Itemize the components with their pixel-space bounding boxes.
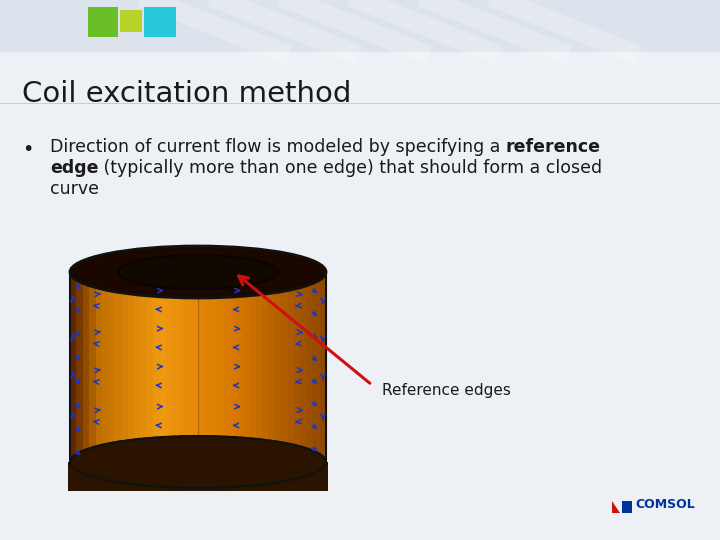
Text: Direction of current flow is modeled by specifying a: Direction of current flow is modeled by … <box>50 138 506 156</box>
Ellipse shape <box>70 436 326 488</box>
Text: •: • <box>22 140 33 159</box>
Bar <box>211 272 218 462</box>
Bar <box>120 10 142 32</box>
Bar <box>230 272 238 462</box>
Bar <box>282 272 289 462</box>
Bar <box>76 272 84 462</box>
Text: Coil excitation method: Coil excitation method <box>22 80 351 108</box>
Text: COMSOL: COMSOL <box>635 498 695 511</box>
Bar <box>622 501 632 513</box>
Bar <box>256 272 263 462</box>
Bar <box>217 272 225 462</box>
Polygon shape <box>612 501 620 513</box>
Bar <box>275 272 282 462</box>
Bar <box>144 7 176 37</box>
Bar <box>287 272 295 462</box>
Bar <box>185 272 193 462</box>
Text: edge: edge <box>50 159 99 177</box>
Bar <box>269 272 276 462</box>
Bar <box>172 272 180 462</box>
Bar <box>102 272 109 462</box>
Bar <box>320 272 327 462</box>
Bar <box>249 272 256 462</box>
Bar <box>243 272 251 462</box>
Bar <box>192 272 199 462</box>
Text: (typically more than one edge) that should form a closed: (typically more than one edge) that shou… <box>99 159 603 177</box>
Bar <box>179 272 186 462</box>
Bar <box>114 272 122 462</box>
Bar <box>166 272 174 462</box>
Text: reference: reference <box>506 138 601 156</box>
Ellipse shape <box>70 246 326 298</box>
Bar <box>204 272 212 462</box>
Bar <box>236 272 244 462</box>
Ellipse shape <box>118 255 278 289</box>
Bar <box>300 272 307 462</box>
Bar <box>224 272 231 462</box>
Bar <box>134 272 141 462</box>
Bar <box>68 462 328 491</box>
Bar <box>96 272 103 462</box>
Text: curve: curve <box>50 180 99 198</box>
Bar <box>307 272 314 462</box>
Bar <box>160 272 167 462</box>
Bar <box>70 272 78 462</box>
Bar <box>127 272 135 462</box>
Text: Reference edges: Reference edges <box>382 382 511 397</box>
Bar <box>83 272 90 462</box>
Bar <box>89 272 96 462</box>
Bar <box>147 272 154 462</box>
Bar <box>262 272 269 462</box>
Bar <box>121 272 129 462</box>
Bar <box>0 103 720 104</box>
Bar <box>88 7 118 37</box>
Bar <box>153 272 161 462</box>
Bar <box>140 272 148 462</box>
Bar <box>109 272 116 462</box>
Bar <box>294 272 302 462</box>
Bar <box>313 272 320 462</box>
Bar <box>0 0 720 52</box>
Bar <box>198 272 205 462</box>
